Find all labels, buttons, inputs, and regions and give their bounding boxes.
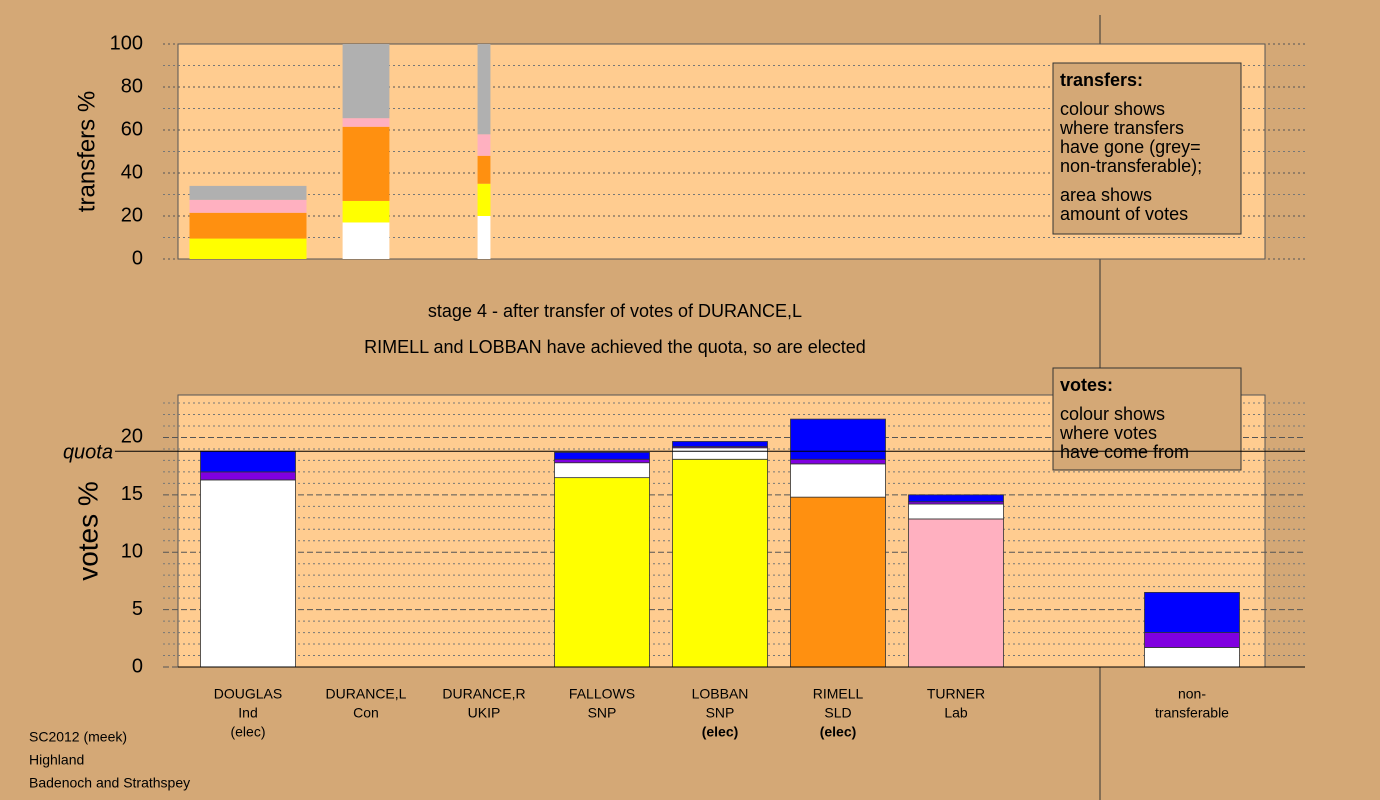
legend-title: votes: [1060,375,1113,395]
x-tick-party: transferable [1155,705,1229,721]
x-tick-label: DOUGLAS [214,686,282,702]
footer-text: Badenoch and Strathspey [29,775,190,791]
bar-segment [342,118,390,127]
x-tick-label: FALLOWS [569,686,635,702]
bar-segment [342,222,390,259]
x-tick-label: RIMELL [813,686,864,702]
x-tick-label: DURANCE,L [326,686,407,702]
y-axis-label: transfers % [73,91,100,212]
footer-text: SC2012 (meek) [29,729,127,745]
x-tick-label: TURNER [927,686,985,702]
bar-segment [908,494,1004,503]
bar-segment [477,183,491,216]
x-tick-party: SNP [706,705,735,721]
x-tick-party: UKIP [468,705,501,721]
bar-segment [672,441,768,448]
legend-box [1052,62,1242,235]
bar-segment [477,216,491,259]
x-tick-party: SNP [588,705,617,721]
bar-segment [1144,647,1240,668]
legend-box [1052,367,1242,471]
legend-text: non-transferable); [1060,156,1202,176]
x-tick-party: SLD [824,705,851,721]
x-tick-status: (elec) [820,724,857,740]
legend-text: colour shows [1060,99,1165,119]
y-tick-label: 15 [121,483,143,505]
legend-text: colour shows [1060,404,1165,424]
bar-segment [200,479,296,668]
bar-segment [342,200,390,223]
y-tick-label: 20 [121,204,143,226]
y-tick-label: 100 [110,32,143,54]
bar-segment [908,518,1004,668]
bar-segment [554,458,650,464]
bar-segment [790,463,886,498]
legend-title: transfers: [1060,70,1143,90]
bar-segment [672,447,768,460]
bar-segment [554,477,650,668]
legend-text: where votes [1059,423,1157,443]
legend-text: amount of votes [1060,204,1188,224]
y-tick-label: 80 [121,75,143,97]
bar-segment [477,134,491,156]
bar-segment [1144,592,1240,633]
y-tick-label: 5 [132,598,143,620]
bar-segment [200,471,296,481]
y-tick-label: 20 [121,426,143,448]
legend-text: area shows [1060,185,1152,205]
bar-segment [189,238,307,259]
bar-segment [189,212,307,239]
bar-segment [554,462,650,479]
bar-segment [790,496,886,668]
x-tick-status: (elec) [230,724,265,740]
y-axis-label: votes % [72,481,103,581]
bar-segment [908,503,1004,520]
bar-segment [1144,632,1240,648]
bar-segment [477,44,491,135]
quota-label: quota [63,442,113,464]
x-tick-party: Con [353,705,379,721]
x-tick-party: Ind [238,705,257,721]
y-tick-label: 60 [121,118,143,140]
bar-segment [342,126,390,201]
y-tick-label: 0 [132,247,143,269]
x-tick-party: Lab [944,705,968,721]
legend-text: where transfers [1059,118,1184,138]
bar-segment [790,458,886,465]
bar-segment [790,418,886,460]
chart-title: stage 4 - after transfer of votes of DUR… [428,301,802,321]
bar-segment [672,458,768,668]
bar-segment [189,199,307,213]
y-tick-label: 10 [121,541,143,563]
legend-text: have gone (grey= [1060,137,1201,157]
bar-segment [200,450,296,473]
bar-segment [477,155,491,184]
x-tick-label: non- [1178,686,1206,702]
legend-text: have come from [1060,442,1189,462]
bar-segment [342,44,390,119]
x-tick-label: LOBBAN [692,686,749,702]
y-tick-label: 0 [132,655,143,677]
bar-segment [189,185,307,200]
x-tick-label: DURANCE,R [442,686,525,702]
chart-title: RIMELL and LOBBAN have achieved the quot… [364,337,866,357]
bar-segment [554,451,650,460]
x-tick-status: (elec) [702,724,739,740]
y-tick-label: 40 [121,161,143,183]
footer-text: Highland [29,752,84,768]
